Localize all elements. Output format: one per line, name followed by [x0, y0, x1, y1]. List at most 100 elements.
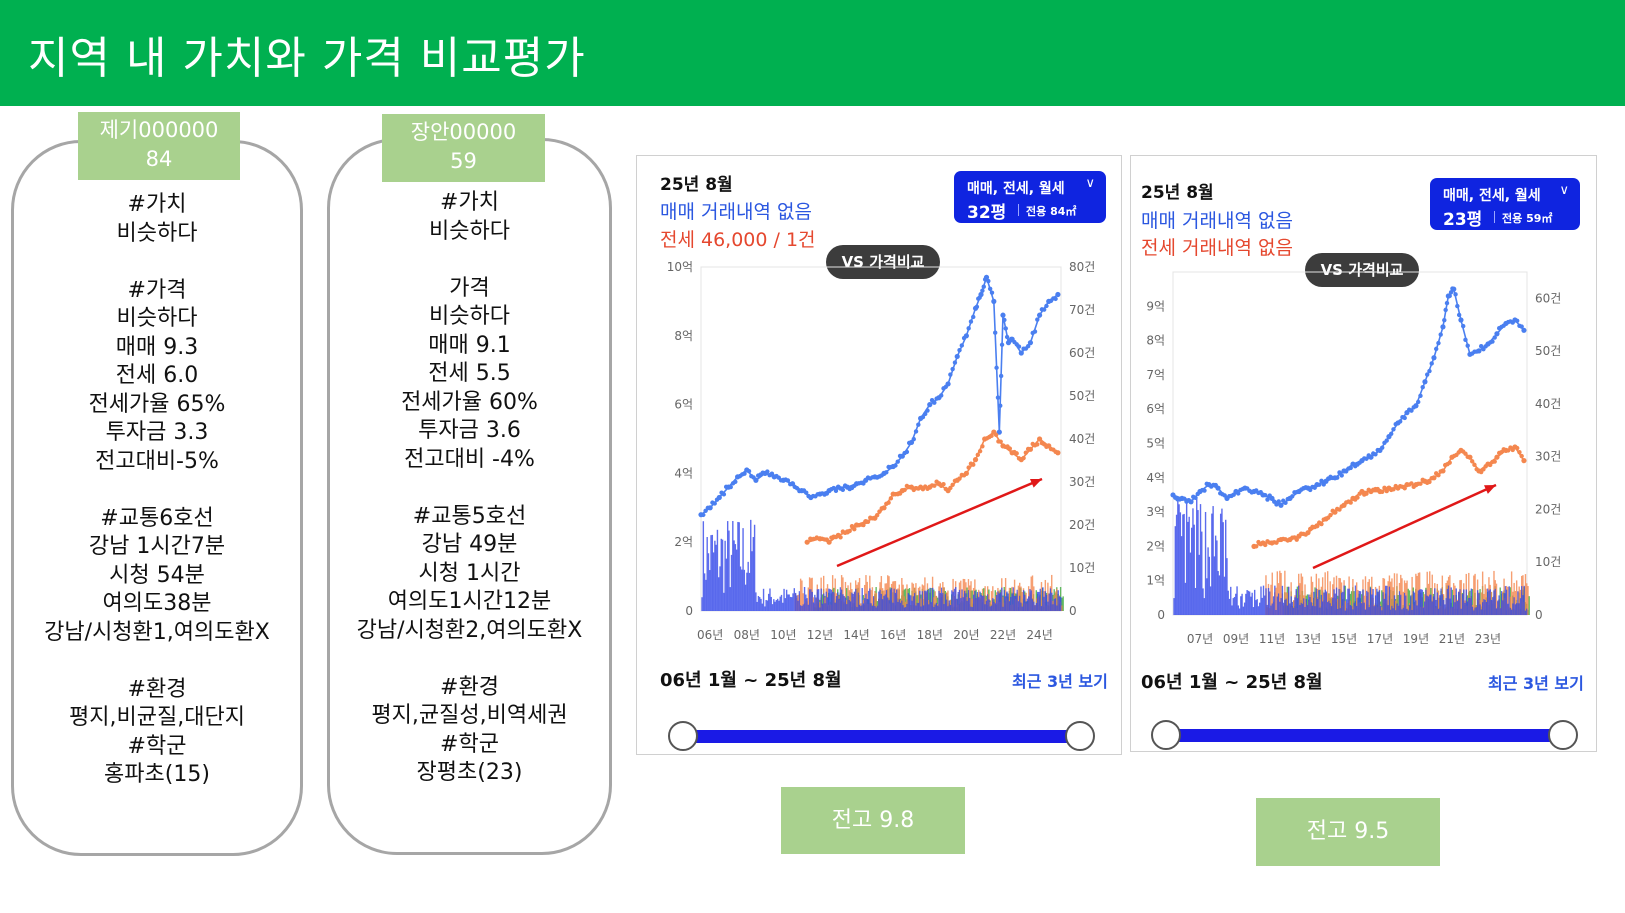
volume-bar	[726, 521, 729, 611]
sale-price-point	[1035, 317, 1040, 322]
jeonse-price-point	[902, 487, 907, 493]
volume-bar	[1523, 585, 1525, 615]
volume-bar	[849, 601, 852, 611]
volume-bar	[1355, 582, 1358, 615]
volume-bar	[980, 594, 983, 611]
volume-bar	[1387, 581, 1389, 615]
volume-bar	[1175, 514, 1178, 615]
volume-bar	[1013, 595, 1016, 611]
volume-bar	[1492, 597, 1494, 615]
volume-bar	[1040, 582, 1043, 611]
volume-bar	[1062, 596, 1064, 611]
panel-1-price-chart: 0 2억 4억 6억 8억 10억 0 10건 20건 30건 40건 50건 60건 70건 80건 06년…	[667, 261, 1096, 642]
volume-bar	[803, 586, 806, 611]
panel-2-range-end-handle[interactable]	[1548, 720, 1578, 750]
volume-bar	[926, 589, 929, 611]
volume-bar	[1431, 601, 1434, 615]
y-left-tick-label: 4억	[674, 466, 693, 480]
volume-bar	[1337, 598, 1339, 615]
volume-bar	[810, 589, 812, 611]
jeonse-price-point	[975, 452, 981, 458]
volume-bar	[933, 597, 935, 611]
jeonse-price-point	[1380, 489, 1385, 494]
volume-bar	[1356, 605, 1358, 615]
volume-bar	[709, 570, 711, 611]
sale-price-point	[996, 429, 1002, 435]
volume-bar	[1185, 498, 1188, 615]
panel-1-range-end-handle[interactable]	[1065, 721, 1095, 751]
sale-price-point	[815, 492, 820, 497]
volume-bar	[970, 606, 972, 611]
volume-bar	[1235, 593, 1237, 615]
volume-bar	[718, 577, 720, 611]
sale-price-point	[1025, 343, 1031, 349]
volume-bar	[1510, 571, 1513, 615]
sale-price-point	[852, 483, 857, 489]
volume-bar	[873, 596, 875, 611]
volume-bar	[1450, 587, 1452, 615]
volume-bar	[826, 597, 829, 611]
panel-1-filter-button[interactable]: 매매, 전세, 월세 ∨ 32평 전용 84㎡	[954, 171, 1106, 223]
volume-bar	[1338, 588, 1340, 615]
volume-bar	[750, 519, 752, 611]
volume-bar	[1367, 592, 1369, 615]
panel-2-filter-button[interactable]: 매매, 전세, 월세 ∨ 23평 전용 59㎡	[1430, 178, 1580, 230]
volume-bar	[1190, 527, 1193, 615]
volume-bar	[1242, 606, 1245, 615]
volume-bar	[753, 524, 756, 611]
volume-bar	[1243, 602, 1246, 615]
x-tick-label: 21년	[1439, 632, 1465, 646]
volume-bar	[960, 598, 962, 611]
panel-2-range-start-handle[interactable]	[1151, 720, 1181, 750]
volume-bar	[938, 590, 940, 611]
jeonse-price-point	[879, 506, 884, 511]
volume-bar	[953, 588, 956, 611]
volume-bar	[1378, 590, 1381, 615]
volume-bar	[1407, 610, 1410, 615]
jeonse-price-point	[989, 433, 994, 439]
sale-price-point	[1483, 344, 1488, 349]
volume-bar	[1015, 595, 1017, 611]
jeonse-price-point	[993, 432, 999, 438]
y-left-tick-label: 1억	[1146, 574, 1165, 588]
y-right-tick-label: 30건	[1069, 475, 1095, 489]
volume-bar	[828, 588, 830, 611]
jeonse-price-point	[971, 462, 976, 467]
panel-2-recent-3y-link[interactable]: 최근 3년 보기	[1488, 674, 1584, 693]
volume-bar	[1352, 609, 1354, 615]
volume-bar	[1353, 602, 1355, 615]
sale-price-point	[723, 484, 729, 490]
sale-price-point	[1294, 489, 1299, 495]
jeonse-price-point	[870, 516, 875, 521]
volume-bar	[728, 530, 730, 611]
sale-price-point	[1501, 323, 1506, 328]
volume-bar	[1415, 573, 1417, 615]
sale-price-point	[1429, 361, 1434, 366]
volume-bar	[1408, 605, 1411, 615]
sale-price-point	[916, 422, 921, 427]
volume-bar	[1391, 578, 1393, 615]
sale-price-point	[925, 408, 930, 413]
volume-bar	[1447, 585, 1450, 615]
volume-bar	[1372, 589, 1374, 615]
sale-price-point	[957, 347, 962, 353]
volume-bar	[1425, 589, 1427, 615]
volume-bar	[1214, 535, 1217, 615]
volume-bar	[1292, 600, 1295, 615]
volume-bar	[1048, 593, 1050, 611]
volume-bar	[720, 538, 722, 611]
volume-bar	[1368, 579, 1370, 615]
trend-arrow-head	[1030, 479, 1042, 488]
volume-bar	[1459, 589, 1461, 615]
volume-bar	[1061, 605, 1063, 611]
volume-bar	[879, 589, 881, 611]
panel-1-range-start-handle[interactable]	[668, 721, 698, 751]
panel-2-vs-compare-button[interactable]: VS 가격비교	[1305, 253, 1419, 287]
volume-bar	[1247, 590, 1250, 615]
y-right-tick-label: 0	[1535, 608, 1543, 622]
volume-bar	[1266, 604, 1268, 615]
volume-bar	[1395, 610, 1397, 615]
volume-bar	[1445, 598, 1447, 615]
panel-1-recent-3y-link[interactable]: 최근 3년 보기	[1012, 672, 1108, 691]
jeonse-price-point	[998, 439, 1003, 444]
